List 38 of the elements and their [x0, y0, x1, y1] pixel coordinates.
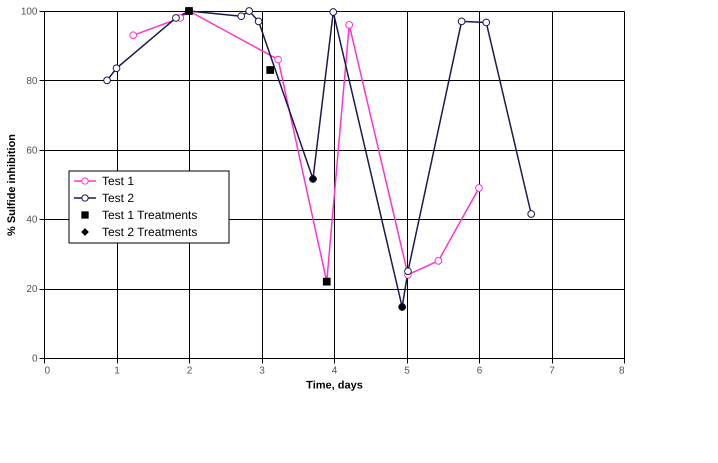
legend-label: Test 2 [102, 191, 134, 205]
point [434, 256, 442, 265]
x-tick-label: 1 [114, 366, 120, 376]
point [458, 18, 466, 26]
x-tick-label: 7 [549, 366, 556, 376]
y-tick-label: 20 [26, 284, 38, 296]
point [129, 31, 138, 40]
x-tick-label: 2 [186, 366, 193, 376]
x-tick-label: 3 [259, 366, 266, 376]
point [482, 18, 490, 26]
point [237, 12, 246, 20]
y-tick-label: 0 [32, 354, 38, 364]
x-tick-label: 0 [44, 366, 50, 376]
y-tick-label: 80 [26, 76, 38, 87]
y-axis-title: % Sulfide inhibition [6, 134, 18, 236]
x-axis-title: Time, days [306, 380, 363, 392]
point [254, 18, 262, 26]
legend-label: Test 1 [102, 174, 134, 188]
point [404, 267, 412, 276]
point [329, 8, 338, 16]
point [172, 14, 180, 22]
point [266, 66, 274, 74]
point [112, 64, 120, 72]
point [245, 7, 254, 15]
point [345, 21, 354, 29]
y-tick-label: 100 [20, 6, 38, 18]
point [475, 184, 483, 192]
point [527, 210, 536, 218]
x-tick-label: 4 [332, 366, 338, 376]
x-tick-label: 5 [404, 366, 410, 376]
point [274, 56, 282, 64]
point [103, 76, 111, 84]
legend-label: Test 2 Treatments [102, 225, 198, 239]
legend-label: Test 1 Treatments [102, 208, 198, 222]
x-tick-label: 6 [476, 366, 483, 376]
x-tick-label: 8 [618, 366, 625, 376]
y-tick-label: 60 [26, 145, 38, 156]
y-tick-label: 40 [26, 214, 38, 226]
